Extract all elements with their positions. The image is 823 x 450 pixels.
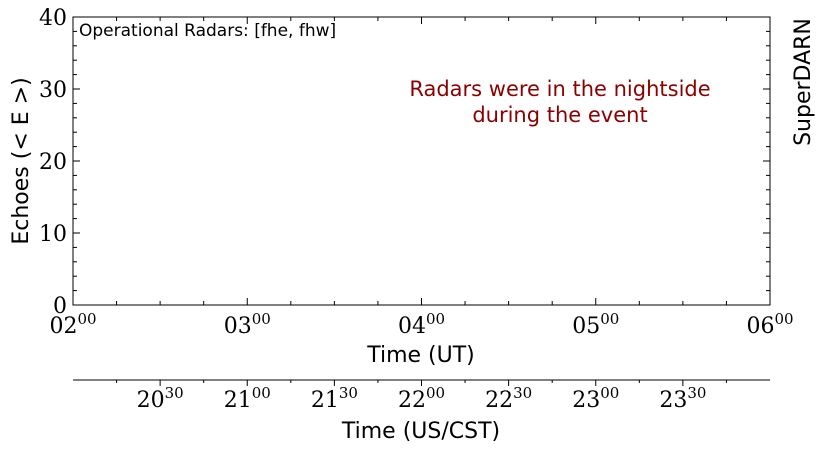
x-axis-ticks [72, 17, 771, 305]
y-tick-label: 40 [39, 6, 67, 31]
y-tick-label: 0 [53, 294, 67, 319]
secondary-tick-label: 2230 [485, 384, 532, 413]
secondary-axis-tick-labels: 2030 2100 2130 2200 2230 2300 2330 [137, 384, 707, 413]
x-tick-label: 0600 [746, 310, 793, 339]
nightside-message-line1: Radars were in the nightside [409, 77, 710, 101]
y-axis-tick-labels: 0 10 20 30 40 [39, 6, 67, 319]
operational-radars-label: Operational Radars: [fhe, fhw] [79, 21, 336, 41]
y-tick-label: 20 [39, 150, 67, 175]
y-tick-label: 10 [39, 222, 67, 247]
y-axis-title: Echoes (< E >) [9, 77, 34, 244]
x-axis-tick-labels: 0200 0300 0400 0500 0600 [49, 310, 793, 339]
secondary-tick-label: 2130 [311, 384, 358, 413]
x-tick-label: 0200 [49, 310, 96, 339]
plot-frame [72, 16, 771, 306]
secondary-tick-label: 2030 [137, 384, 184, 413]
x-axis-title: Time (UT) [366, 343, 475, 368]
nightside-message-line2: during the event [472, 103, 647, 127]
secondary-tick-label: 2330 [659, 384, 706, 413]
x-tick-label: 0500 [572, 310, 619, 339]
superdarn-label: SuperDARN [791, 18, 816, 146]
y-tick-label: 30 [39, 78, 67, 103]
y-axis-ticks [73, 16, 770, 306]
secondary-axis-ticks [116, 380, 727, 386]
x-tick-label: 0300 [224, 310, 271, 339]
secondary-axis-title: Time (US/CST) [341, 419, 500, 444]
secondary-tick-label: 2200 [398, 384, 445, 413]
secondary-tick-label: 2300 [572, 384, 619, 413]
x-tick-label: 0400 [398, 310, 445, 339]
secondary-tick-label: 2100 [224, 384, 271, 413]
